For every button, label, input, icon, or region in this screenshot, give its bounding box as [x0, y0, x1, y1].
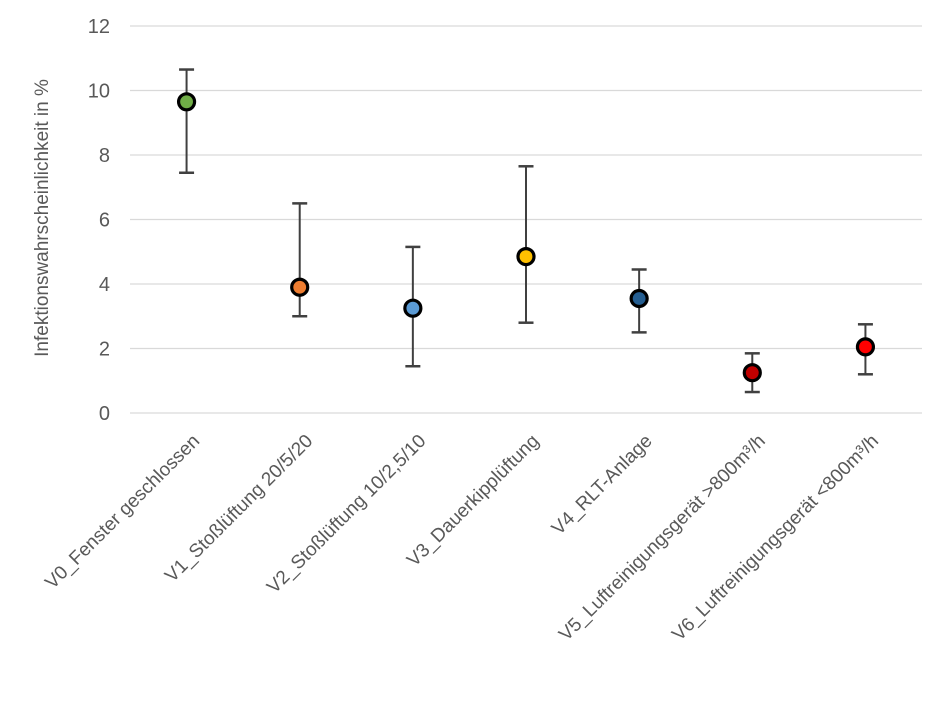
data-point-marker: [855, 337, 876, 357]
x-category-label: V4_RLT-Anlage: [548, 431, 657, 540]
y-tick-label: 4: [99, 274, 110, 296]
data-point-marker: [403, 298, 423, 318]
x-category-label: V3_Dauerkipplüftung: [403, 431, 543, 571]
data-point-marker: [742, 363, 762, 383]
data-point-marker: [176, 92, 197, 112]
y-tick-label: 2: [99, 339, 110, 361]
data-point-marker: [290, 277, 310, 297]
x-category-label: V5_Luftreinigungsgerät >800m³/h: [555, 431, 770, 646]
y-tick-label: 0: [99, 403, 110, 425]
y-tick-label: 10: [88, 81, 110, 103]
x-category-label: V6_Luftreinigungsgerät <800m³/h: [668, 431, 883, 646]
y-tick-label: 6: [99, 210, 110, 232]
y-axis-title: Infektionswahrscheinlichkeit in %: [32, 79, 53, 357]
y-tick-label: 12: [88, 16, 110, 38]
data-point-marker: [629, 288, 649, 309]
y-tick-label: 8: [99, 145, 110, 167]
data-point-marker: [516, 246, 536, 267]
